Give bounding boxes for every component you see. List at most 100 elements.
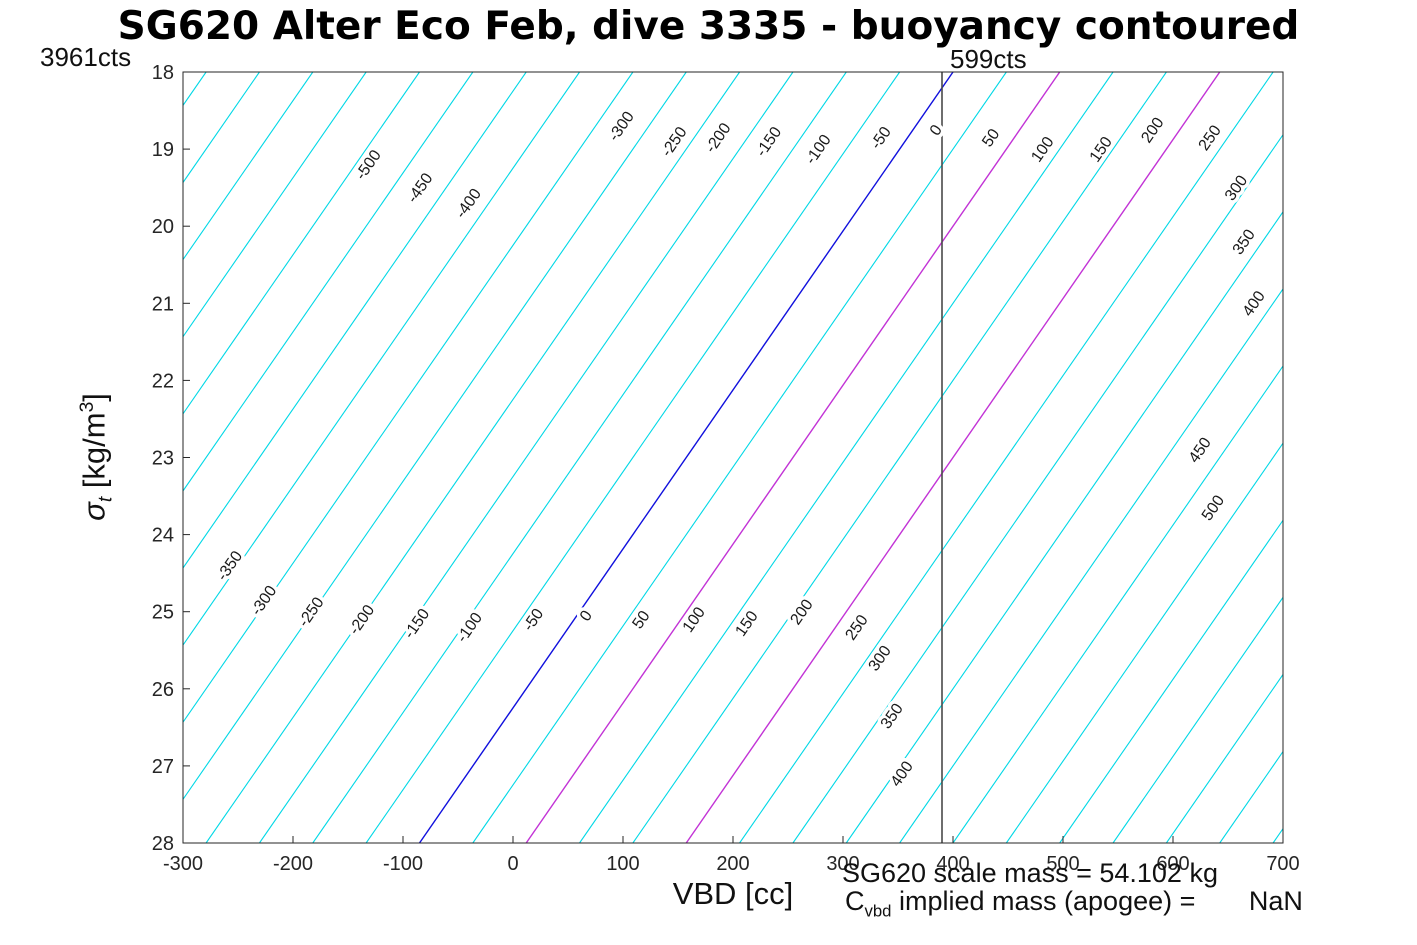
- ylabel-subscript: t: [95, 496, 117, 503]
- contour-label: -300: [606, 109, 638, 145]
- contour-label: -50: [520, 606, 547, 635]
- chart-title: SG620 Alter Eco Feb, dive 3335 - buoyanc…: [117, 4, 1300, 49]
- contour-line-300: [739, 72, 1274, 843]
- contour-line--50: [365, 72, 901, 843]
- contour-label: -500: [353, 147, 385, 183]
- y-tick-label: 28: [152, 833, 174, 855]
- contour-line-100: [525, 72, 1061, 843]
- ylabel-sigma-symbol: σ: [76, 502, 112, 521]
- contour-label: 150: [732, 608, 761, 640]
- contour-label: 200: [1138, 115, 1167, 147]
- contour-label: 450: [1186, 435, 1215, 467]
- ylabel-unit-pre: [kg/m: [76, 412, 112, 497]
- x-tick-label: 100: [606, 853, 639, 875]
- contour-line--150: [258, 72, 794, 843]
- contour-line--550: [183, 72, 367, 338]
- contour-label: 250: [842, 612, 871, 644]
- x-tick-label: 500: [1046, 853, 1079, 875]
- contour-line--400: [183, 72, 527, 569]
- contour-line-800: [1272, 827, 1283, 843]
- contour-line--650: [183, 72, 260, 184]
- implied-mass-subscript: vbd: [864, 901, 892, 921]
- contour-line--350: [183, 72, 581, 647]
- implied-mass-prefix: C: [845, 886, 865, 916]
- contour-line-750: [1219, 750, 1283, 843]
- contour-label: 150: [1087, 134, 1116, 166]
- contour-line-250: [685, 72, 1221, 843]
- contour-label: 500: [1199, 492, 1228, 524]
- x-tick-label: -300: [163, 853, 203, 875]
- contour-label: -50: [868, 124, 895, 153]
- contour-line-550: [1005, 442, 1283, 843]
- annotation-implied-mass: Cvbd implied mass (apogee) = NaN: [845, 886, 1303, 921]
- contour-label: 100: [680, 604, 709, 636]
- y-tick-label: 18: [152, 62, 174, 84]
- contour-line-450: [899, 288, 1283, 843]
- annotation-counts-vline: 599cts: [950, 44, 1027, 74]
- y-tick-label: 19: [152, 139, 174, 161]
- contour-label: 350: [878, 701, 907, 733]
- contour-label: -450: [404, 170, 436, 206]
- contour-line--300: [183, 72, 634, 724]
- y-tick-label: 20: [152, 216, 174, 238]
- y-tick-label: 23: [152, 448, 174, 470]
- contour-line-350: [792, 133, 1283, 843]
- y-tick-label: 21: [152, 293, 174, 315]
- x-tick-label: 400: [936, 853, 969, 875]
- contour-line-650: [1112, 596, 1283, 843]
- contour-lines-group: [183, 72, 1283, 843]
- contour-line-600: [1059, 519, 1283, 843]
- contour-line--450: [183, 72, 474, 492]
- contour-label: -200: [702, 120, 734, 156]
- ylabel-superscript: 3: [77, 401, 99, 413]
- contour-label: 0: [577, 608, 596, 625]
- x-tick-label: -200: [273, 853, 313, 875]
- contour-line--500: [183, 72, 420, 415]
- contour-label: 300: [1222, 172, 1251, 204]
- y-tick-label: 26: [152, 679, 174, 701]
- contour-line--250: [183, 72, 687, 801]
- x-tick-label: -100: [383, 853, 423, 875]
- x-tick-label: 700: [1266, 853, 1299, 875]
- contour-line-50: [472, 72, 1007, 843]
- y-tick-label: 24: [152, 525, 174, 547]
- contour-label: -200: [346, 602, 378, 638]
- y-axis-label: σt [kg/m3]: [76, 393, 117, 521]
- contour-line--200: [205, 72, 741, 843]
- plot-box: [182, 71, 1284, 844]
- y-tick-label: 27: [152, 756, 174, 778]
- x-tick-label: 200: [716, 853, 749, 875]
- contour-line--600: [183, 72, 314, 261]
- contour-label: -100: [454, 610, 486, 646]
- implied-mass-value: NaN: [1248, 886, 1303, 916]
- contour-label: -250: [295, 594, 327, 630]
- x-axis-label: VBD [cc]: [672, 876, 794, 911]
- contour-label: 50: [979, 126, 1003, 150]
- contour-line-150: [579, 72, 1114, 843]
- contour-label: 400: [888, 758, 917, 790]
- contour-line-400: [845, 210, 1283, 843]
- contour-line-700: [1165, 673, 1283, 843]
- x-tick-label: 0: [507, 853, 518, 875]
- implied-mass-text: implied mass (apogee) =: [891, 886, 1203, 916]
- ylabel-unit-post: ]: [76, 393, 112, 402]
- contour-label: -250: [658, 124, 690, 160]
- y-tick-label: 22: [152, 370, 174, 392]
- contour-line-500: [952, 365, 1283, 843]
- contour-line-0: [418, 72, 954, 843]
- contour-label: 250: [1196, 122, 1225, 154]
- x-tick-label: 600: [1156, 853, 1189, 875]
- contour-label: -150: [753, 124, 785, 160]
- y-tick-label: 25: [152, 602, 174, 624]
- contour-label: 300: [866, 643, 895, 675]
- contour-label: -100: [802, 132, 834, 168]
- annotation-scale-mass: SG620 scale mass = 54.102 kg: [842, 858, 1218, 888]
- contour-line-200: [632, 72, 1167, 843]
- annotation-counts-top-left: 3961cts: [40, 42, 132, 72]
- x-tick-label: 300: [826, 853, 859, 875]
- contour-line--100: [312, 72, 847, 843]
- contour-label: 0: [927, 122, 946, 139]
- contour-label: -150: [401, 606, 433, 642]
- contour-label: 100: [1028, 134, 1057, 166]
